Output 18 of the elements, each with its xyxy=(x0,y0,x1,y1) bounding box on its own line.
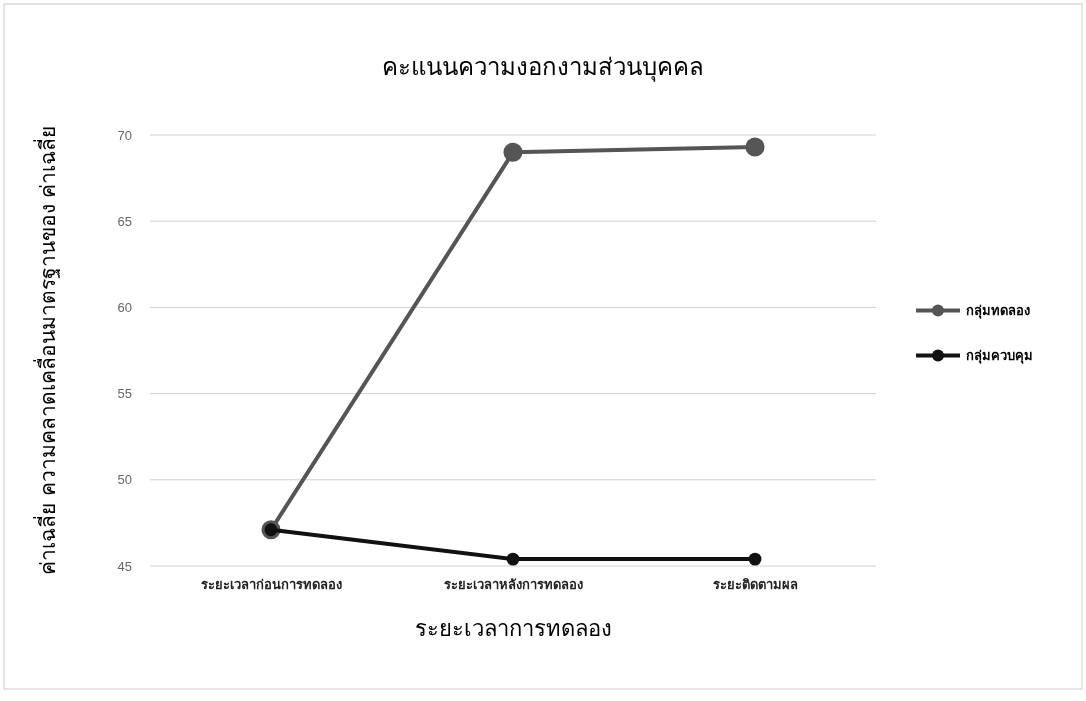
point xyxy=(745,137,765,157)
y-tick-label: 45 xyxy=(117,558,132,574)
y-tick-label: 55 xyxy=(117,386,132,402)
x-axis-title: ระยะเวลาการทดลอง xyxy=(414,616,612,641)
point xyxy=(748,552,762,566)
y-tick-label: 65 xyxy=(117,213,132,229)
y-tick-label: 70 xyxy=(117,127,132,143)
chart-title: คะแนนความงอกงามส่วนบุคคล xyxy=(382,53,704,82)
y-tick-label: 50 xyxy=(117,472,132,488)
x-tick-label: ระยะติดตามผล xyxy=(713,577,798,593)
x-tick-label: ระยะเวลาก่อนการทดลอง xyxy=(201,577,342,593)
x-tick-label: ระยะเวลาหลังการทดลอง xyxy=(444,577,583,593)
y-tick-label: 60 xyxy=(117,300,132,316)
legend-label: กลุ่มทดลอง xyxy=(966,303,1030,320)
point xyxy=(506,552,520,566)
point xyxy=(503,142,523,162)
legend-label: กลุ่มควบคุม xyxy=(966,348,1033,365)
y-axis-title: ค่าเฉลี่ย ความคลาดเคลื่อนมาตรฐานของ ค่าเฉลี่ย xyxy=(33,125,60,576)
